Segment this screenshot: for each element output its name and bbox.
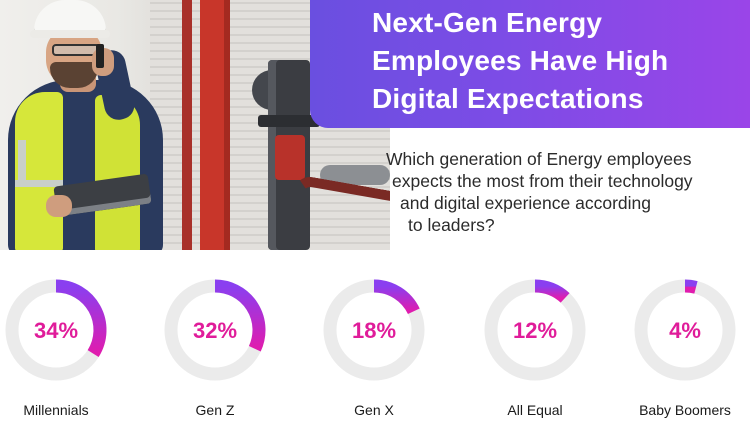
survey-question: Which generation of Energy employees exp…	[386, 148, 746, 236]
page-title: Next-Gen Energy Employees Have High Digi…	[372, 7, 669, 114]
donut-arc	[684, 279, 698, 294]
photo-pipe-flange	[258, 115, 320, 127]
donut-value-label: 4%	[669, 318, 701, 343]
category-label: Gen Z	[195, 402, 235, 418]
category-label: Millennials	[23, 402, 89, 418]
question-line: and digital experience according	[400, 193, 651, 213]
donut-arc	[373, 279, 420, 315]
photo-red-beam	[182, 0, 192, 250]
question-line: to leaders?	[408, 215, 495, 235]
title-banner	[310, 0, 750, 128]
donut-gen-z: 32%	[164, 279, 266, 381]
donut-value-label: 34%	[34, 318, 78, 343]
vest-stripe	[18, 140, 26, 180]
donut-all-equal: 12%	[484, 279, 586, 381]
donut-baby-boomers: 4%	[634, 279, 736, 381]
donut-arc	[55, 279, 107, 358]
category-label: All Equal	[507, 402, 563, 418]
category-label: Gen X	[354, 402, 394, 418]
vest-stripe	[15, 180, 63, 187]
worker-hand	[46, 195, 72, 217]
worker-vest	[95, 95, 140, 250]
donut-value-label: 12%	[513, 318, 557, 343]
photo-red-beam	[200, 0, 230, 250]
donut-arc	[534, 279, 570, 303]
donut-arc	[214, 279, 266, 352]
worker-beard	[50, 62, 98, 88]
hard-hat-brim	[30, 30, 110, 38]
photo-pipe	[320, 165, 390, 185]
phone-icon	[96, 44, 104, 68]
donut-value-label: 32%	[193, 318, 237, 343]
donut-gen-x: 18%	[323, 279, 425, 381]
question-line: expects the most from their technology	[392, 171, 693, 191]
donut-chart-row: 34% 32% 18% 12% 4%	[5, 279, 736, 381]
question-line: Which generation of Energy employees	[386, 149, 692, 169]
donut-millennials: 34%	[5, 279, 107, 381]
donut-value-label: 18%	[352, 318, 396, 343]
category-label: Baby Boomers	[639, 402, 731, 418]
photo-valve	[275, 135, 305, 180]
